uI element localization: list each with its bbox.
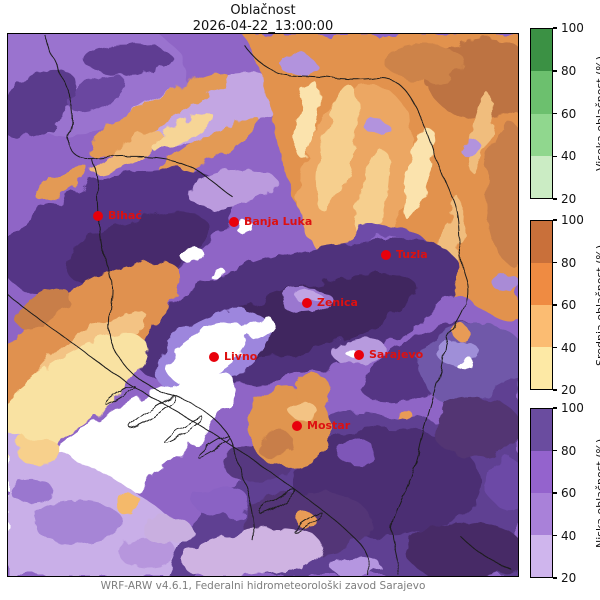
colorbar-tick: 100 — [553, 401, 584, 415]
city-label: Tuzla — [396, 248, 428, 261]
colorbar-tick: 80 — [553, 256, 576, 270]
model-credit: WRF-ARW v4.6.1, Federalni hidrometeorolo… — [100, 580, 426, 592]
colorbar-niska-label: Niska oblačnost (%) — [594, 438, 600, 548]
city-label: Mostar — [307, 419, 351, 432]
colorbar-segment — [531, 409, 552, 451]
colorbar-segment — [531, 221, 552, 263]
figure-title: Oblačnost 2026-04-22_13:00:00 — [7, 3, 519, 35]
timestamp: 2026-04-22_13:00:00 — [192, 19, 334, 34]
colorbar-srednja: 20 40 60 80 100 Srednja oblačnost (%) — [530, 213, 600, 397]
city-dot — [209, 351, 219, 362]
city-marker-mostar: Mostar — [292, 419, 350, 432]
colorbar-segment — [531, 155, 552, 198]
weather-map: Bihać Banja Luka Tuzla Zenica Livno Sarajevo M… — [7, 33, 519, 577]
city-label: Banja Luka — [244, 215, 313, 228]
city-layer: Bihać Banja Luka Tuzla Zenica Livno Sarajevo M… — [8, 34, 518, 576]
city-marker-sarajevo: Sarajevo — [354, 348, 423, 361]
colorbar-tick: 60 — [553, 486, 576, 500]
city-marker-zenica: Zenica — [302, 296, 358, 309]
colorbar-tick: 40 — [553, 149, 576, 163]
colorbar-segment — [531, 347, 552, 389]
city-marker-tuzla: Tuzla — [381, 248, 428, 261]
colorbar-tick: 60 — [553, 298, 576, 312]
page-title: Oblačnost — [230, 3, 296, 18]
colorbar-tick: 80 — [553, 444, 576, 458]
city-dot — [93, 210, 103, 221]
city-dot — [302, 297, 312, 308]
city-dot — [381, 249, 391, 260]
colorbar-tick: 100 — [553, 21, 584, 35]
city-dot — [229, 216, 239, 227]
city-marker-livno: Livno — [209, 350, 257, 363]
colorbar-segment — [531, 71, 552, 114]
colorbar-tick: 100 — [553, 213, 584, 227]
colorbar-niska-bar — [530, 408, 553, 578]
colorbar-segment — [531, 451, 552, 493]
cloud-cover-field — [8, 34, 518, 576]
colorbar-visoka: 20 40 60 80 100 Visoka oblačnost (%) — [530, 21, 600, 206]
colorbar-visoka-bar — [530, 28, 553, 199]
city-dot — [354, 349, 364, 360]
city-label: Sarajevo — [369, 348, 424, 361]
colorbar-tick: 80 — [553, 64, 576, 78]
colorbar-segment — [531, 535, 552, 577]
colorbar-segment — [531, 305, 552, 347]
colorbar-segment — [531, 113, 552, 156]
colorbar-tick: 40 — [553, 529, 576, 543]
colorbar-segment — [531, 29, 552, 72]
city-label: Zenica — [317, 296, 358, 309]
colorbar-srednja-bar — [530, 220, 553, 390]
country-borders — [8, 34, 512, 576]
colorbar-srednja-label: Srednja oblačnost (%) — [594, 244, 600, 366]
colorbar-tick: 20 — [553, 571, 576, 585]
colorbar-visoka-label: Visoka oblačnost (%) — [594, 55, 600, 172]
colorbar-segment — [531, 493, 552, 535]
colorbar-tick: 20 — [553, 383, 576, 397]
colorbar-tick: 60 — [553, 107, 576, 121]
city-label: Bihać — [108, 209, 142, 222]
city-marker-bihać: Bihać — [93, 209, 142, 222]
cloud-shading — [8, 34, 518, 576]
city-marker-banja-luka: Banja Luka — [229, 215, 312, 228]
colorbar-tick: 20 — [553, 192, 576, 206]
colorbar-niska: 20 40 60 80 100 Niska oblačnost (%) — [530, 401, 600, 585]
city-label: Livno — [224, 350, 258, 363]
colorbar-tick: 40 — [553, 341, 576, 355]
city-dot — [292, 420, 302, 431]
colorbar-segment — [531, 263, 552, 305]
